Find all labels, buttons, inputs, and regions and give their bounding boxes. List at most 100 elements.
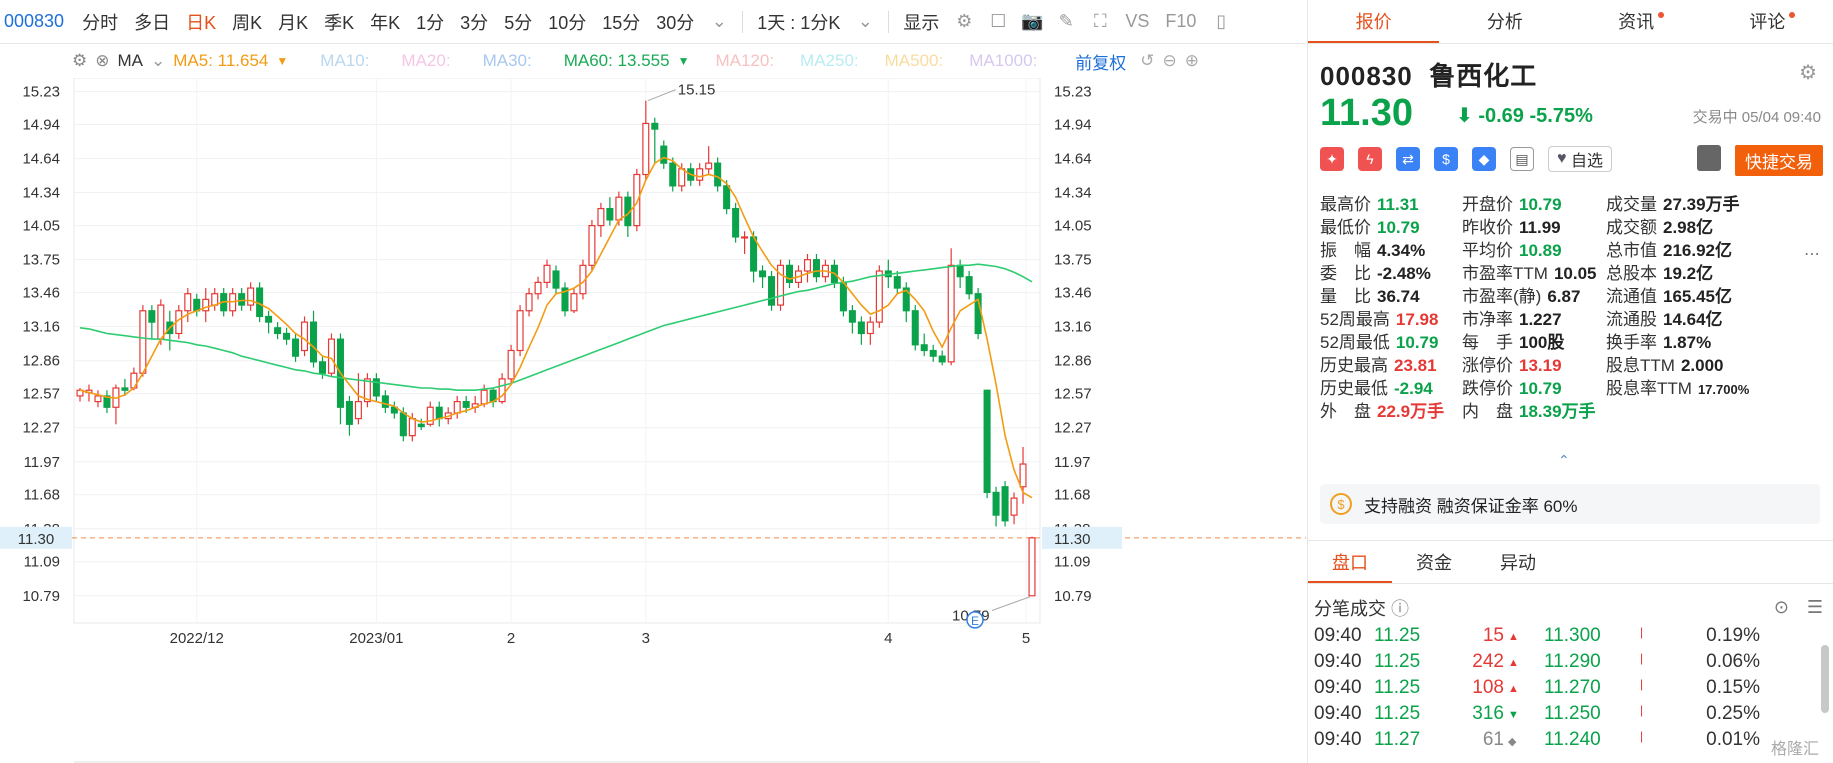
quote-label: 股息TTM: [1606, 356, 1675, 375]
period-tab[interactable]: 3分: [460, 12, 489, 33]
scrollbar[interactable]: [1821, 645, 1829, 713]
camera-icon[interactable]: 📷: [1021, 11, 1044, 31]
bell-icon[interactable]: [1697, 145, 1721, 171]
candle-up: [1028, 537, 1036, 597]
period-tab[interactable]: 1分: [416, 12, 445, 33]
add-watchlist-button[interactable]: ♥ 自选: [1548, 146, 1612, 172]
settings-icon[interactable]: ⚙: [72, 51, 88, 70]
undo-icon[interactable]: ↺: [1140, 51, 1155, 70]
list-icon[interactable]: ☰: [1806, 597, 1823, 617]
candle-down: [283, 332, 291, 340]
y-tick-label: 12.86: [22, 353, 60, 370]
sidebar-toggle-icon[interactable]: ▯: [1216, 11, 1227, 31]
flash-icon[interactable]: ϟ: [1358, 147, 1382, 171]
gear-icon[interactable]: ⚙: [956, 11, 973, 31]
quote-label: 最高价: [1320, 195, 1371, 214]
quote-tab[interactable]: 报价: [1308, 0, 1440, 43]
period-tab[interactable]: 多日: [134, 12, 171, 33]
candle-down: [768, 276, 776, 306]
quote-value: 10.79: [1519, 195, 1562, 214]
ma-legend-bar: ⚙ ⊗ MA ⌄ MA5: 11.654 ▼ MA10: MA20: MA30:…: [0, 46, 1306, 76]
quote-tab[interactable]: 资讯: [1571, 0, 1702, 43]
chevron-down-icon[interactable]: ⌄: [151, 51, 166, 70]
quote-tab[interactable]: 评论: [1702, 0, 1833, 43]
rectangle-icon[interactable]: ☐: [990, 11, 1007, 31]
note-icon[interactable]: ▤: [1510, 147, 1534, 171]
candle-up: [202, 298, 210, 312]
quote-item: 成交额 2.98亿: [1606, 213, 1713, 238]
period-tab[interactable]: 30分: [656, 12, 695, 33]
period-tab[interactable]: 月K: [278, 12, 309, 33]
candle-down: [417, 423, 425, 428]
detail-tab[interactable]: 盘口: [1308, 541, 1392, 583]
close-icon[interactable]: ⊗: [95, 51, 110, 70]
tag-icon[interactable]: ◆: [1472, 147, 1496, 171]
caret-down-icon[interactable]: ▼: [677, 54, 690, 68]
zoom-in-icon[interactable]: ⊕: [1184, 51, 1200, 70]
tick-time: 09:40: [1314, 651, 1362, 672]
y-tick-label: 15.23: [22, 84, 60, 101]
flag-icon[interactable]: ✦: [1320, 147, 1344, 171]
y-tick-label: 10.79: [22, 588, 60, 605]
kline-chart[interactable]: 15.23 15.23 14.94 14.94 14.64 14.64 14.34 14.34…: [0, 78, 1306, 763]
candle-down: [983, 389, 991, 494]
stock-code[interactable]: 000830: [4, 11, 65, 31]
detail-tab[interactable]: 资金: [1416, 553, 1452, 573]
period-tab[interactable]: 季K: [324, 12, 355, 33]
x-tick-label: 4: [884, 630, 892, 647]
dollar-icon[interactable]: $: [1434, 147, 1458, 171]
tick-row: 09:40 11.25 316 ▼ 11.250 | 0.25%: [1308, 703, 1828, 733]
quote-label: 成交量: [1606, 195, 1657, 214]
candle-up: [615, 196, 623, 221]
tick-pct: 0.06%: [1706, 651, 1760, 672]
margin-info: $ 支持融资 融资保证金率 60%: [1320, 484, 1820, 524]
quick-trade-button[interactable]: 快捷交易: [1735, 145, 1823, 176]
price-tag-left-text: 11.30: [18, 531, 54, 548]
ma60-label: MA60: 13.555: [563, 51, 670, 70]
tick-price: 11.25: [1374, 625, 1421, 646]
period-tab[interactable]: 周K: [232, 12, 263, 33]
candle-up: [534, 281, 542, 295]
tick-time: 09:40: [1314, 703, 1362, 724]
more-icon[interactable]: ⋯: [1804, 246, 1820, 263]
collapse-icon[interactable]: ⌃: [1558, 452, 1570, 468]
quote-label: 跌停价: [1462, 379, 1513, 398]
period-tab[interactable]: 分时: [82, 12, 119, 33]
ma-selector[interactable]: MA: [117, 51, 144, 70]
heart-icon: ♥: [1557, 150, 1567, 167]
chevron-down-icon[interactable]: ⌄: [711, 11, 727, 31]
ma20-label: MA20:: [401, 51, 451, 70]
period-tab[interactable]: 10分: [548, 12, 587, 33]
tick-row: 09:40 11.27 61 ◆ 11.240 | 0.01%: [1308, 729, 1828, 759]
candle-down: [857, 321, 865, 335]
y-tick-label-right: 11.68: [1054, 487, 1090, 504]
vs-button[interactable]: VS: [1125, 11, 1150, 31]
fullscreen-icon[interactable]: ⛶: [1094, 11, 1107, 31]
candle-down: [759, 270, 767, 278]
shuffle-icon[interactable]: ⇄: [1396, 147, 1420, 171]
gear-icon[interactable]: ⚙: [1799, 62, 1817, 84]
f10-button[interactable]: F10: [1165, 11, 1197, 31]
zoom-out-icon[interactable]: ⊖: [1162, 51, 1177, 70]
candle-down: [929, 349, 937, 357]
quote-item: 委 比 -2.48%: [1320, 259, 1431, 284]
ma30-label: MA30:: [482, 51, 532, 70]
chevron-down-icon[interactable]: ⌄: [857, 11, 873, 31]
quote-item: 换手率 1.87%: [1606, 328, 1711, 353]
action-icon-row: ✦ ϟ ⇄ $ ◆ ▤ ♥ 自选: [1320, 145, 1824, 173]
caret-down-icon[interactable]: ▼: [276, 54, 289, 68]
adjust-button[interactable]: 前复权: [1075, 53, 1127, 73]
period-tab[interactable]: 年K: [370, 12, 401, 33]
more-options-icon[interactable]: ⊙: [1773, 597, 1789, 617]
period-tab[interactable]: 15分: [602, 12, 641, 33]
detail-tab[interactable]: 异动: [1500, 553, 1536, 573]
period-tab[interactable]: 5分: [504, 12, 533, 33]
range-selector[interactable]: 1天 : 1分K: [757, 12, 841, 33]
candle-up: [597, 207, 605, 227]
y-tick-label-right: 14.34: [1054, 185, 1092, 202]
display-menu[interactable]: 显示: [903, 12, 940, 33]
period-tab[interactable]: 日K: [186, 12, 217, 33]
y-tick-label-right: 13.46: [1054, 285, 1092, 302]
quote-tab[interactable]: 分析: [1486, 12, 1523, 32]
pencil-icon[interactable]: ✎: [1058, 11, 1074, 31]
